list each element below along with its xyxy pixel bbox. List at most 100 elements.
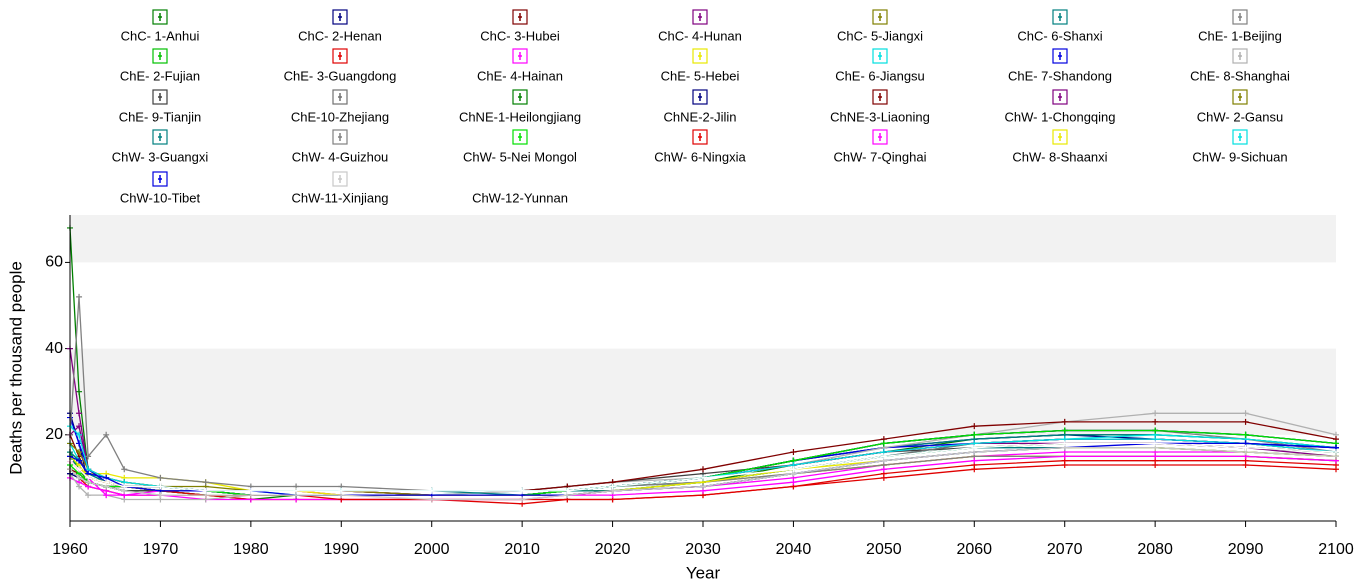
data-point bbox=[971, 431, 978, 438]
legend-label: ChW- 1-Chongqing bbox=[1004, 109, 1115, 124]
data-point bbox=[338, 487, 345, 494]
data-point bbox=[85, 474, 92, 481]
x-tick-label: 2040 bbox=[776, 541, 812, 558]
legend-item: ChE- 5-Hebei bbox=[661, 48, 739, 83]
data-point bbox=[1152, 453, 1159, 460]
x-tick-label: 1970 bbox=[143, 541, 179, 558]
data-point bbox=[1152, 427, 1159, 434]
legend-label: ChC- 1-Anhui bbox=[121, 28, 200, 43]
series-line bbox=[69, 442, 1337, 492]
legend-label: ChNE-1-Heilongjiang bbox=[459, 109, 581, 124]
data-point bbox=[202, 479, 209, 486]
y-tick-label: 60 bbox=[45, 254, 63, 271]
data-point bbox=[76, 388, 83, 395]
legend-symbol bbox=[338, 52, 342, 60]
y-tick-label: 20 bbox=[45, 426, 63, 443]
data-point bbox=[121, 483, 128, 490]
legend-symbol bbox=[698, 93, 702, 101]
legend-symbol bbox=[518, 175, 522, 183]
x-tick-label: 2070 bbox=[1047, 541, 1083, 558]
legend-item: ChW- 8-Shaanxi bbox=[1012, 129, 1108, 164]
data-point bbox=[790, 449, 797, 456]
data-point bbox=[103, 479, 110, 486]
data-point bbox=[428, 487, 435, 494]
legend-symbol bbox=[1058, 52, 1062, 60]
legend-symbol bbox=[158, 133, 162, 141]
x-tick-label: 2080 bbox=[1137, 541, 1173, 558]
legend-label: ChW-10-Tibet bbox=[120, 190, 201, 205]
legend-label: ChW- 3-Guangxi bbox=[112, 149, 209, 164]
x-tick-label: 1960 bbox=[52, 541, 88, 558]
legend-item: ChW- 3-Guangxi bbox=[112, 129, 209, 164]
data-point bbox=[157, 474, 164, 481]
legend-item: ChW-10-Tibet bbox=[120, 171, 201, 205]
legend-item: ChW- 2-Gansu bbox=[1197, 89, 1283, 124]
legend-item: ChC- 6-Shanxi bbox=[1017, 9, 1103, 43]
legend-symbol bbox=[698, 133, 702, 141]
legend-item: ChNE-1-Heilongjiang bbox=[459, 89, 581, 124]
data-point bbox=[1242, 444, 1249, 451]
legend-item: ChW-11-Xinjiang bbox=[291, 171, 389, 205]
legend-label: ChC- 2-Henan bbox=[298, 28, 382, 43]
legend-item: ChE- 4-Hainan bbox=[477, 48, 563, 83]
legend-label: ChW-11-Xinjiang bbox=[291, 190, 388, 205]
grid-band bbox=[70, 215, 1336, 263]
data-point bbox=[157, 483, 164, 490]
legend-symbol bbox=[1238, 133, 1242, 141]
data-point bbox=[76, 483, 83, 490]
legend-item: ChE- 7-Shandong bbox=[1008, 48, 1112, 83]
data-point bbox=[76, 449, 83, 456]
series-line bbox=[69, 447, 1337, 501]
data-point bbox=[700, 474, 706, 481]
legend-item: ChE- 3-Guangdong bbox=[284, 48, 397, 83]
legend-symbol bbox=[878, 52, 882, 60]
x-tick-label: 2050 bbox=[866, 541, 902, 558]
data-point bbox=[1152, 440, 1159, 447]
background bbox=[70, 215, 1336, 435]
legend-label: ChE- 4-Hainan bbox=[477, 68, 563, 83]
data-point bbox=[76, 431, 83, 438]
legend-item: ChE- 1-Beijing bbox=[1198, 9, 1282, 43]
legend-label: ChNE-3-Liaoning bbox=[830, 109, 930, 124]
legend-symbol bbox=[518, 133, 522, 141]
x-tick-label: 2090 bbox=[1228, 541, 1264, 558]
legend-label: ChW- 9-Sichuan bbox=[1192, 149, 1287, 164]
x-axis-title: Year bbox=[686, 563, 721, 582]
data-point bbox=[85, 492, 92, 499]
data-point bbox=[971, 444, 978, 451]
legend-item: ChE- 2-Fujian bbox=[120, 48, 200, 83]
legend-label: ChE- 9-Tianjin bbox=[119, 109, 202, 124]
legend-label: ChW- 4-Guizhou bbox=[292, 149, 389, 164]
legend-item: ChC- 2-Henan bbox=[298, 9, 382, 43]
data-point bbox=[157, 492, 164, 499]
legend-item: ChE-10-Zhejiang bbox=[291, 89, 389, 124]
legend-item: ChW- 6-Ningxia bbox=[654, 129, 747, 164]
data-point bbox=[103, 492, 110, 499]
legend-symbol bbox=[158, 52, 162, 60]
legend-label: ChW- 6-Ningxia bbox=[654, 149, 746, 164]
legend-symbol bbox=[518, 93, 522, 101]
data-point bbox=[121, 466, 128, 473]
legend-symbol bbox=[158, 175, 162, 183]
legend-symbol bbox=[878, 13, 882, 21]
legend-symbol bbox=[518, 13, 522, 21]
legend-label: ChE- 3-Guangdong bbox=[284, 68, 397, 83]
data-point bbox=[1061, 440, 1068, 447]
legend-item: ChC- 3-Hubei bbox=[480, 9, 560, 43]
data-point bbox=[76, 457, 83, 464]
legend-label: ChNE-2-Jilin bbox=[664, 109, 737, 124]
data-point bbox=[293, 487, 300, 494]
legend-symbol bbox=[338, 133, 342, 141]
legend-label: ChC- 5-Jiangxi bbox=[837, 28, 923, 43]
legend-item: ChE- 9-Tianjin bbox=[119, 89, 202, 124]
data-point bbox=[564, 487, 571, 494]
x-tick-label: 2020 bbox=[595, 541, 631, 558]
x-tick-label: 1990 bbox=[323, 541, 359, 558]
legend-item: ChE- 6-Jiangsu bbox=[835, 48, 925, 83]
x-tick-label: 2100 bbox=[1318, 541, 1354, 558]
legend-label: ChW- 2-Gansu bbox=[1197, 109, 1283, 124]
data-point bbox=[880, 453, 887, 460]
data-point bbox=[1061, 418, 1068, 425]
legend-symbol bbox=[878, 133, 882, 141]
